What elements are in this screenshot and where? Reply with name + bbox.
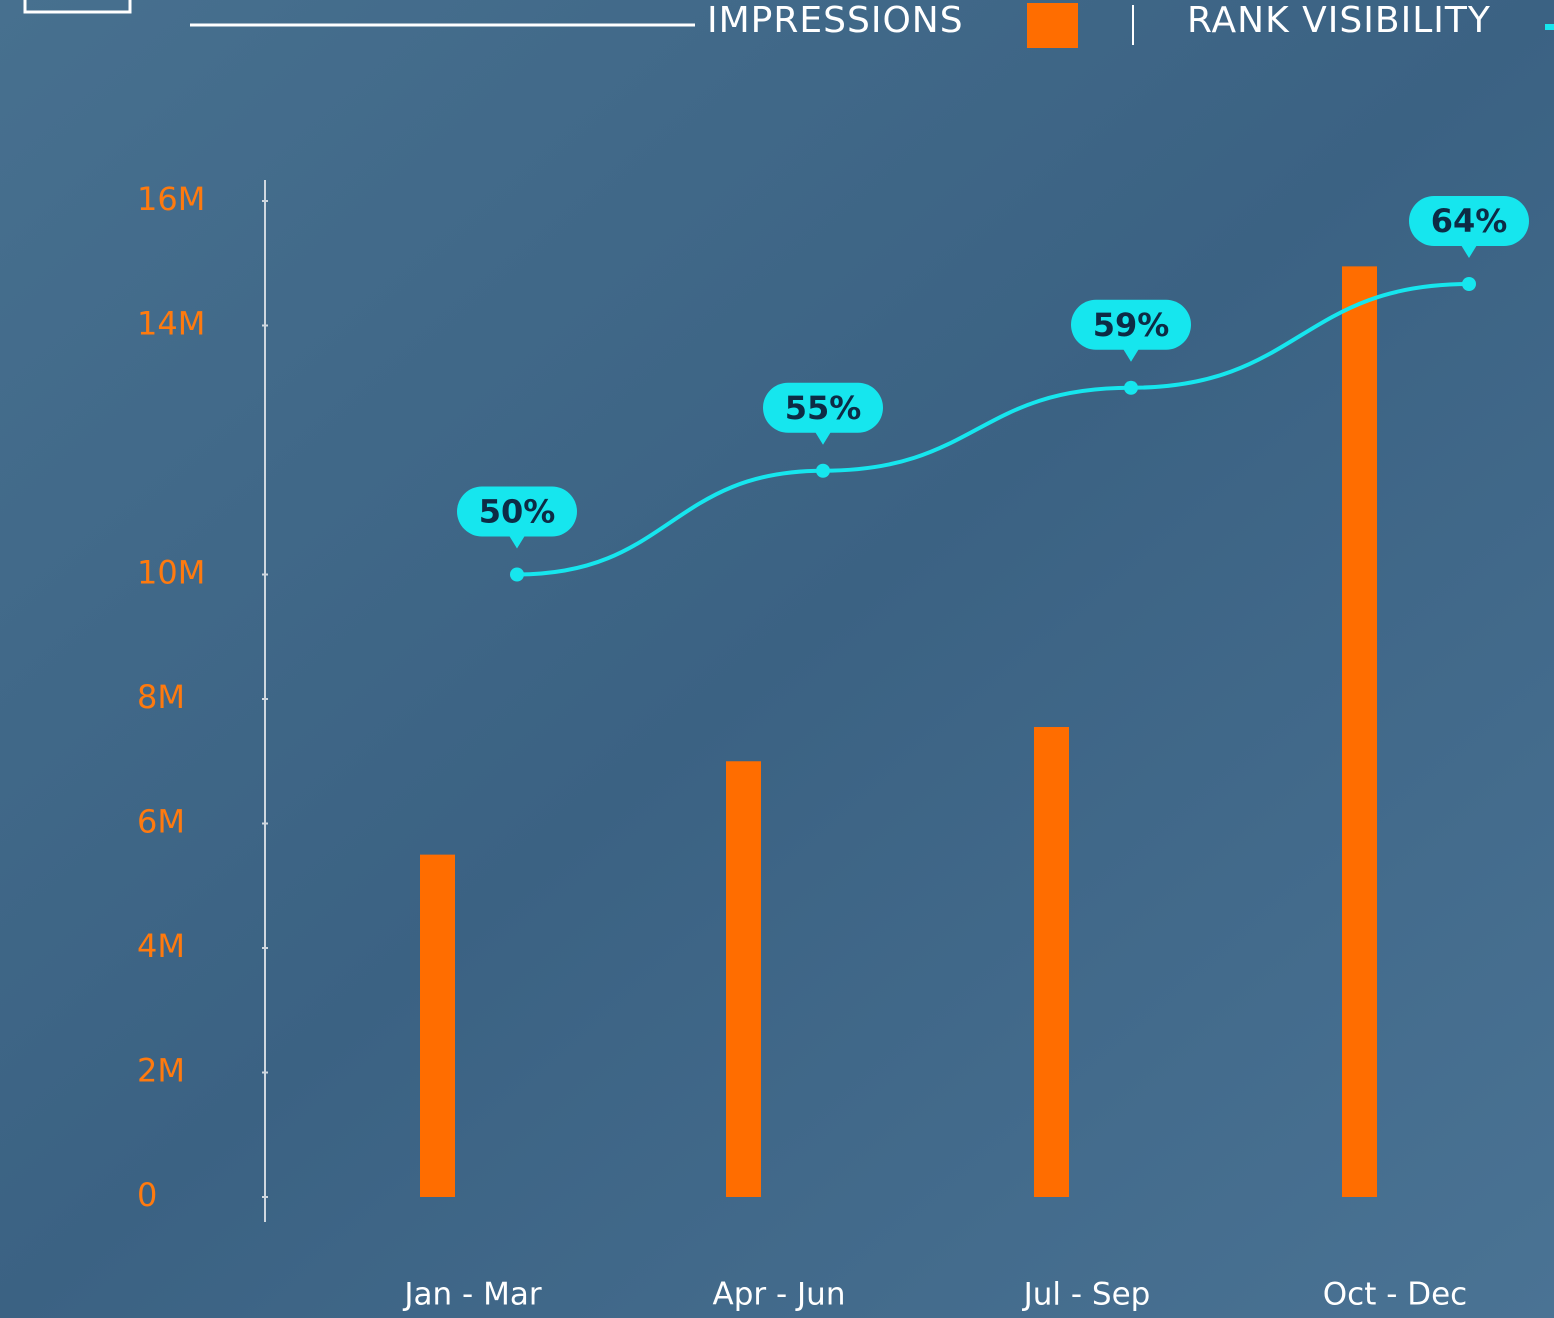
value-label: 50% bbox=[479, 493, 556, 531]
label-bubble bbox=[1071, 299, 1191, 350]
value-label: 59% bbox=[1093, 306, 1170, 344]
line bbox=[516, 282, 1470, 577]
y-tick-label: 14M bbox=[137, 305, 205, 343]
label-pointer bbox=[1461, 245, 1477, 258]
y-tick-label: 16M bbox=[137, 180, 205, 218]
legend-swatch bbox=[1027, 3, 1078, 48]
value-label: 55% bbox=[785, 389, 862, 427]
icon bbox=[23, 0, 132, 14]
point bbox=[1124, 380, 1138, 395]
x-tick-label: Jan - Mar bbox=[402, 1277, 541, 1313]
y-tick-label: 4M bbox=[137, 927, 185, 965]
value-label: 64% bbox=[1431, 202, 1508, 240]
y-tick-label: 6M bbox=[137, 803, 185, 841]
legend-label: IMPRESSIONS bbox=[707, 0, 964, 41]
bar bbox=[1034, 727, 1069, 1197]
point bbox=[816, 463, 830, 478]
label-pointer bbox=[509, 535, 525, 549]
label-pointer bbox=[1123, 348, 1139, 362]
bar bbox=[420, 854, 455, 1197]
legend-label: RANK VISIBILITY bbox=[1187, 0, 1491, 41]
y-tick-label: 0 bbox=[137, 1176, 157, 1214]
label-pointer bbox=[815, 431, 831, 445]
x-tick-label: Apr - Jun bbox=[713, 1277, 846, 1313]
bar bbox=[1342, 266, 1377, 1197]
y-tick-label: 10M bbox=[137, 554, 205, 592]
label-bubble bbox=[1409, 196, 1529, 246]
point bbox=[510, 567, 524, 582]
label-bubble bbox=[763, 382, 883, 433]
x-tick-label: Oct - Dec bbox=[1323, 1277, 1467, 1313]
point bbox=[1462, 277, 1476, 291]
y-tick-label: 8M bbox=[137, 678, 185, 716]
bar bbox=[726, 761, 761, 1197]
x-tick-label: Jul - Sep bbox=[1022, 1277, 1151, 1313]
y-tick-label: 2M bbox=[137, 1052, 185, 1090]
label-bubble bbox=[457, 486, 577, 537]
